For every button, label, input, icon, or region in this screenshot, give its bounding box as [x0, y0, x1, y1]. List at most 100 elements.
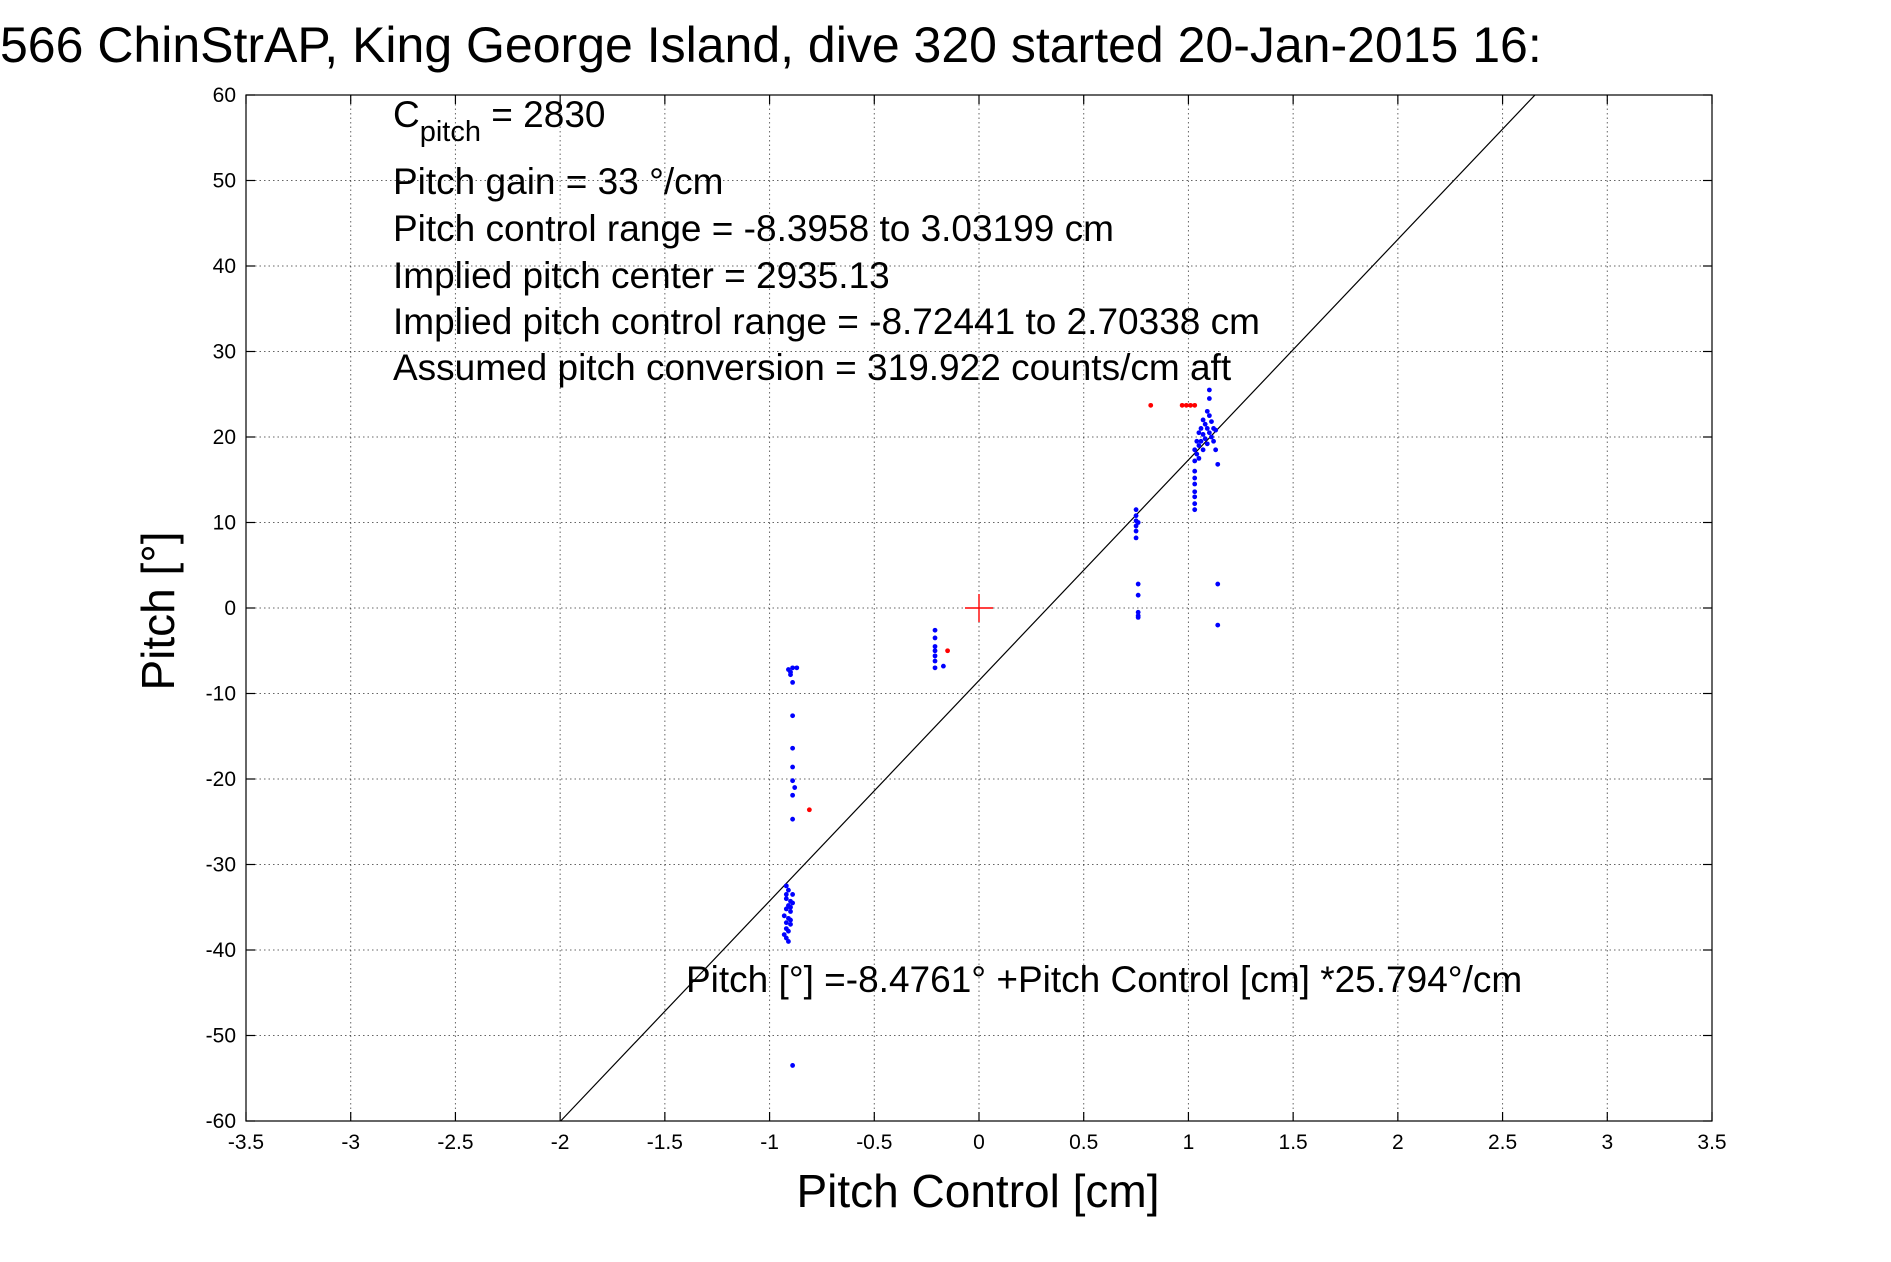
x-tick-label: -3.5: [228, 1131, 264, 1154]
data-point: [788, 904, 793, 910]
data-point: [1204, 441, 1210, 447]
data-point: [1196, 443, 1202, 448]
y-tick-label: -10: [206, 683, 236, 706]
annotation-line-1: Pitch gain = 33 °/cm: [393, 161, 724, 202]
x-tick-label: -2.5: [437, 1131, 473, 1154]
data-point: [786, 887, 791, 893]
data-point: [806, 807, 812, 813]
data-point: [781, 913, 787, 919]
data-point: [1213, 427, 1219, 433]
data-point: [790, 745, 796, 751]
annotation-block: Cpitch = 2830 Pitch gain = 33 °/cm Pitch…: [393, 94, 1260, 388]
data-point: [1133, 535, 1139, 541]
data-point: [790, 679, 796, 685]
annotation-line-2: Pitch control range = -8.3958 to 3.03199…: [393, 208, 1114, 249]
x-tick-label: 2.5: [1488, 1131, 1517, 1154]
data-point: [783, 883, 789, 889]
data-point: [1211, 438, 1216, 444]
data-point: [790, 764, 796, 770]
data-point: [1204, 426, 1210, 431]
data-point: [790, 778, 796, 784]
data-point: [1206, 413, 1212, 419]
x-tick-label: 3.5: [1697, 1131, 1726, 1154]
data-point: [1215, 622, 1221, 628]
x-tick-label: 1.5: [1279, 1131, 1308, 1154]
data-point: [792, 785, 798, 790]
data-point: [788, 672, 793, 678]
data-point: [932, 653, 938, 659]
data-point: [1209, 419, 1214, 425]
data-point: [1133, 528, 1139, 534]
grid-lines: [246, 95, 1712, 1121]
data-point: [1206, 430, 1212, 436]
y-tick-label: 20: [213, 426, 236, 449]
data-points: [781, 387, 1221, 1068]
data-point: [1192, 489, 1198, 495]
annotation-line-5: Assumed pitch conversion = 319.922 count…: [393, 347, 1232, 388]
data-point: [1194, 451, 1200, 457]
data-point: [1192, 507, 1198, 513]
y-tick-label: 40: [213, 255, 236, 278]
data-point: [1200, 432, 1206, 437]
data-point: [1133, 513, 1139, 519]
fit-line-group: [560, 94, 1536, 1122]
x-tick-label: -1.5: [647, 1131, 683, 1154]
annotation-c-pitch-main: C: [393, 94, 420, 135]
data-point: [1202, 436, 1208, 442]
data-point: [932, 644, 938, 649]
x-tick-label: 3: [1601, 1131, 1613, 1154]
y-tick-label: -60: [206, 1110, 236, 1133]
data-point: [1192, 481, 1198, 487]
data-point: [1215, 461, 1221, 467]
data-point: [1135, 592, 1141, 598]
data-point: [790, 665, 796, 671]
data-point: [932, 665, 938, 671]
data-point: [1209, 434, 1214, 440]
data-point: [1192, 447, 1198, 453]
data-point: [1204, 408, 1210, 414]
data-point: [1213, 447, 1219, 453]
data-point: [794, 665, 800, 671]
data-point: [932, 658, 938, 664]
data-point: [1200, 417, 1206, 423]
y-axis-label: Pitch [°]: [132, 531, 184, 690]
data-point: [1200, 447, 1206, 453]
data-point: [783, 892, 789, 897]
x-tick-label: 0.5: [1069, 1131, 1098, 1154]
data-point: [932, 635, 938, 641]
data-point: [1135, 520, 1141, 525]
data-point: [1198, 438, 1204, 444]
data-point: [783, 906, 789, 912]
data-point: [1192, 501, 1198, 507]
annotation-line-3: Implied pitch center = 2935.13: [393, 255, 890, 296]
data-point: [1135, 581, 1141, 587]
x-tick-labels: -3.5 -3 -2.5 -2 -1.5 -1 -0.5 0 0.5 1 1.5 2 2.5 3 3.5: [228, 1131, 1727, 1154]
data-point: [790, 792, 796, 798]
data-point: [783, 920, 789, 926]
data-point: [940, 663, 946, 669]
fit-line: [560, 94, 1536, 1122]
annotation-c-pitch: Cpitch = 2830: [393, 94, 605, 148]
data-point: [788, 909, 793, 914]
y-tick-label: -50: [206, 1025, 236, 1048]
chart-title: 566 ChinStrAP, King George Island, dive …: [0, 17, 1542, 73]
data-point: [1192, 402, 1198, 408]
data-point: [1179, 402, 1185, 408]
data-point: [1206, 387, 1212, 393]
data-point: [1192, 458, 1198, 464]
y-tick-label: 10: [213, 512, 236, 535]
data-point: [1196, 455, 1202, 461]
center-marker-group: [965, 594, 993, 622]
data-point: [1183, 402, 1189, 408]
data-point: [1135, 609, 1141, 615]
x-tick-label: 1: [1183, 1131, 1195, 1154]
x-axis-label: Pitch Control [cm]: [797, 1165, 1160, 1217]
x-tick-label: -1: [760, 1131, 779, 1154]
y-tick-label: -30: [206, 854, 236, 877]
data-point: [783, 896, 789, 902]
data-point: [945, 648, 950, 654]
data-point: [790, 892, 796, 897]
annotation-line-4: Implied pitch control range = -8.72441 t…: [393, 301, 1260, 342]
data-point: [932, 648, 938, 654]
